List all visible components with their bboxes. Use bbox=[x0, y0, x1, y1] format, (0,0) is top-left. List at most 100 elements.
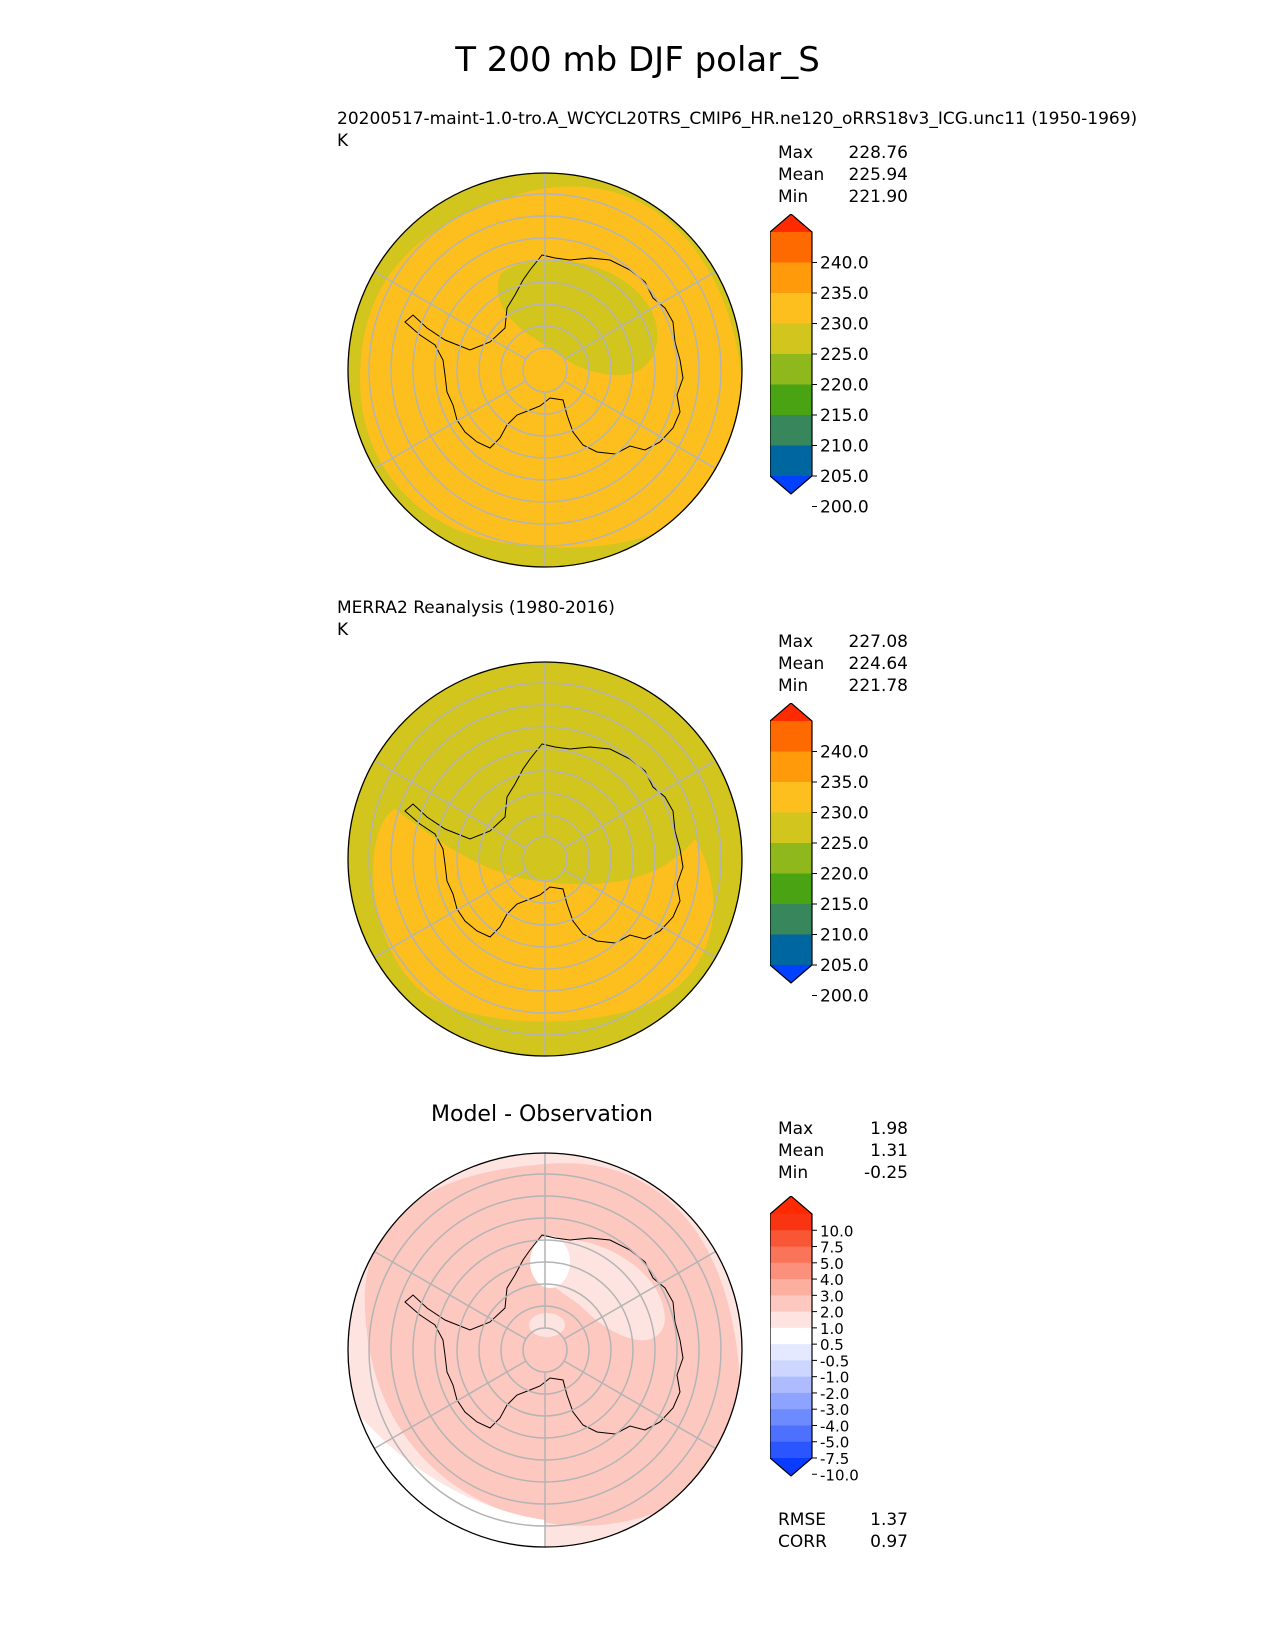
longitude-gridline bbox=[374, 759, 527, 849]
stat-label: Max bbox=[778, 1119, 814, 1139]
metric-label: RMSE bbox=[778, 1510, 827, 1530]
colorbar-tick-label: 220.0 bbox=[820, 376, 869, 396]
stat-label: Mean bbox=[778, 165, 825, 185]
colorbar-tick-label: -5.0 bbox=[820, 1434, 849, 1452]
colorbar-extend-max bbox=[770, 214, 812, 232]
colorbar-segment bbox=[770, 843, 812, 874]
longitude-gridline bbox=[563, 759, 716, 849]
colorbar-segment bbox=[770, 1311, 812, 1329]
panel-3-title: Model - Observation bbox=[431, 1102, 653, 1127]
map-boundary bbox=[347, 1152, 743, 1548]
colorbar-tick-label: -1.0 bbox=[820, 1369, 849, 1387]
antarctica-coastline bbox=[404, 743, 684, 944]
stat-label: Mean bbox=[778, 654, 825, 674]
colorbar-tick-label: 230.0 bbox=[820, 804, 869, 824]
panel-3-polar-map bbox=[347, 1152, 743, 1548]
colorbar-tick-label: -4.0 bbox=[820, 1417, 849, 1435]
stat-mean-value: 1.31 bbox=[870, 1141, 908, 1161]
colorbar-segment bbox=[770, 1425, 812, 1443]
colorbar-extend-min bbox=[770, 1458, 812, 1476]
colorbar-segment bbox=[770, 262, 812, 294]
colorbar-tick-label: 225.0 bbox=[820, 345, 869, 365]
metric-rmse-value: 1.37 bbox=[870, 1510, 908, 1530]
stat-label: Min bbox=[778, 1163, 809, 1183]
colorbar-segment bbox=[770, 812, 812, 844]
colorbar-segment bbox=[770, 384, 812, 416]
panel-2-polar-map bbox=[347, 661, 743, 1057]
colorbar-tick-label: 220.0 bbox=[820, 865, 869, 885]
stat-label: Min bbox=[778, 676, 809, 696]
colorbar-segment bbox=[770, 721, 812, 752]
stat-label: Min bbox=[778, 187, 809, 207]
colorbar-segment bbox=[770, 1295, 812, 1313]
stat-min-value: 221.78 bbox=[848, 676, 908, 696]
region-225-230 bbox=[373, 809, 714, 1022]
colorbar-segment bbox=[770, 1441, 812, 1459]
colorbar-segment bbox=[770, 1392, 812, 1410]
longitude-gridline bbox=[563, 869, 716, 959]
panel-1-units: K bbox=[337, 131, 349, 151]
colorbar-segment bbox=[770, 415, 812, 446]
stat-min-value: -0.25 bbox=[864, 1163, 908, 1183]
panel-3-stats: Max 1.98 Mean 1.31 Min -0.25 bbox=[778, 1118, 908, 1184]
colorbar-segment bbox=[770, 934, 812, 966]
colorbar-extend-min bbox=[770, 965, 812, 983]
colorbar-extend-max bbox=[770, 703, 812, 721]
longitude-gridline bbox=[563, 380, 716, 470]
map-boundary bbox=[347, 661, 743, 1057]
colorbar-tick-label: -3.0 bbox=[820, 1401, 849, 1419]
colorbar-segment bbox=[770, 445, 812, 477]
colorbar-tick-label: 225.0 bbox=[820, 834, 869, 854]
colorbar-tick-label: 4.0 bbox=[820, 1271, 844, 1289]
colorbar-segment bbox=[770, 751, 812, 783]
stat-max-value: 1.98 bbox=[870, 1119, 908, 1139]
longitude-gridline bbox=[374, 1360, 527, 1450]
stat-max-value: 228.76 bbox=[848, 143, 908, 163]
antarctica-coastline bbox=[404, 254, 684, 455]
panel-3-colorbar: 10.07.55.04.03.02.01.00.5-0.5-1.0-2.0-3.… bbox=[770, 1196, 859, 1484]
colorbar-tick-label: 7.5 bbox=[820, 1239, 844, 1257]
colorbar-extend-min bbox=[770, 476, 812, 494]
colorbar-extend-max bbox=[770, 1196, 812, 1214]
stat-label: Mean bbox=[778, 1141, 825, 1161]
colorbar-tick-label: -7.5 bbox=[820, 1450, 849, 1468]
panel-2-colorbar: 240.0 235.0 230.0 225.0 220.0 215.0 210.0 205.0… bbox=[770, 703, 869, 1003]
panel-1-colorbar: 240.0 235.0 230.0 225.0 220.0 215.0 210.0 205.0… bbox=[770, 214, 869, 514]
colorbar-tick-label: 5.0 bbox=[820, 1255, 844, 1273]
panel-1-polar-map bbox=[347, 172, 743, 568]
stat-min-value: 221.90 bbox=[848, 187, 908, 207]
stat-max-value: 227.08 bbox=[848, 632, 908, 652]
colorbar-segment bbox=[770, 1214, 812, 1231]
colorbar-tick-label: 235.0 bbox=[820, 773, 869, 793]
colorbar-tick-label: 0.5 bbox=[820, 1336, 844, 1354]
colorbar-segment bbox=[770, 904, 812, 935]
colorbar-segment bbox=[770, 1344, 812, 1361]
longitude-gridline bbox=[563, 1250, 716, 1340]
map-field bbox=[348, 662, 742, 1056]
colorbar-segment bbox=[770, 354, 812, 385]
colorbar-tick-label: 235.0 bbox=[820, 284, 869, 304]
panel-1-stats: Max 228.76 Mean 225.94 Min 221.90 bbox=[778, 142, 908, 208]
stat-label: Max bbox=[778, 143, 814, 163]
colorbar-segment bbox=[770, 782, 812, 813]
colorbar-tick-label: 210.0 bbox=[820, 926, 869, 946]
colorbar-tick-label: 205.0 bbox=[820, 467, 869, 487]
stat-label: Max bbox=[778, 632, 814, 652]
colorbar-tick-label: 240.0 bbox=[820, 254, 869, 274]
colorbar-segment bbox=[770, 873, 812, 905]
colorbar-tick-label: 215.0 bbox=[820, 406, 869, 426]
colorbar-tick-label: 240.0 bbox=[820, 743, 869, 763]
region-220-225 bbox=[498, 259, 658, 375]
colorbar-segment bbox=[770, 1360, 812, 1378]
antarctica-coastline bbox=[404, 1234, 684, 1435]
panel-3-metrics: RMSE 1.37 CORR 0.97 bbox=[778, 1509, 908, 1553]
colorbar-segment bbox=[770, 1230, 812, 1248]
colorbar-tick-label: 205.0 bbox=[820, 956, 869, 976]
colorbar-segment bbox=[770, 1376, 812, 1394]
colorbar-segment bbox=[770, 1246, 812, 1264]
colorbar-segment bbox=[770, 323, 812, 355]
longitude-gridline bbox=[374, 380, 527, 470]
colorbar-tick-label: 230.0 bbox=[820, 315, 869, 335]
colorbar-segment bbox=[770, 232, 812, 263]
stat-mean-value: 224.64 bbox=[848, 654, 908, 674]
